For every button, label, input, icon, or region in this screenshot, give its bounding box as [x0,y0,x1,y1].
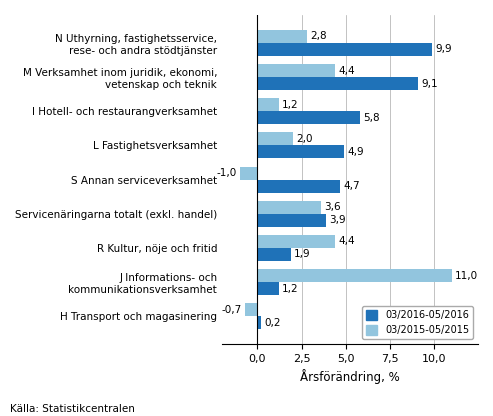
Text: 9,1: 9,1 [421,79,438,89]
Text: 2,8: 2,8 [310,32,327,42]
Bar [257,77,418,90]
Bar [257,235,335,248]
Bar [257,43,432,56]
Bar [257,180,340,193]
Text: 3,6: 3,6 [324,202,341,212]
Text: -1,0: -1,0 [216,168,237,178]
Text: 9,9: 9,9 [435,45,452,54]
Text: 5,8: 5,8 [363,113,380,123]
Text: 11,0: 11,0 [455,270,478,280]
X-axis label: Årsförändring, %: Årsförändring, % [300,369,400,384]
Bar [257,64,335,77]
Bar [257,269,452,282]
Text: 0,2: 0,2 [264,318,281,328]
Bar [257,316,261,329]
Legend: 03/2016-05/2016, 03/2015-05/2015: 03/2016-05/2016, 03/2015-05/2015 [362,306,473,339]
Bar [257,30,307,43]
Text: -0,7: -0,7 [222,305,242,314]
Bar [257,146,344,158]
Bar [257,282,279,295]
Bar [257,111,360,124]
Bar [257,98,279,111]
Text: 4,4: 4,4 [338,66,355,76]
Bar [257,132,293,146]
Bar [257,214,326,227]
Text: 2,0: 2,0 [296,134,313,144]
Text: 4,4: 4,4 [338,236,355,246]
Text: 4,9: 4,9 [347,147,364,157]
Text: 1,9: 1,9 [294,249,311,259]
Text: 1,2: 1,2 [282,100,298,110]
Bar [240,166,257,180]
Bar [257,248,291,261]
Text: 3,9: 3,9 [329,215,346,225]
Bar [257,201,321,214]
Text: 1,2: 1,2 [282,284,298,294]
Text: 4,7: 4,7 [344,181,360,191]
Bar [245,303,257,316]
Text: Källa: Statistikcentralen: Källa: Statistikcentralen [10,404,135,414]
